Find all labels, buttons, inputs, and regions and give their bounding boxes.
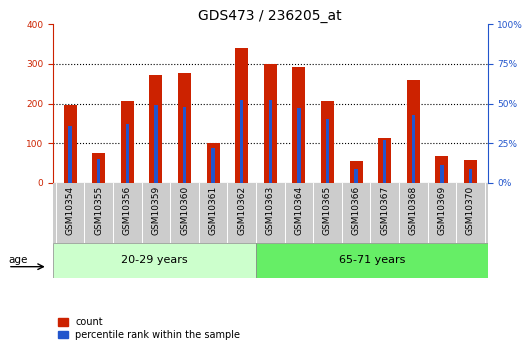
Bar <box>92 153 105 183</box>
Bar <box>355 169 358 183</box>
Text: GSM10369: GSM10369 <box>437 186 446 235</box>
Text: GSM10354: GSM10354 <box>66 186 75 235</box>
Text: GDS473 / 236205_at: GDS473 / 236205_at <box>199 9 342 23</box>
Bar <box>64 106 77 183</box>
Text: GSM10366: GSM10366 <box>351 186 360 235</box>
Text: GSM10367: GSM10367 <box>380 186 389 235</box>
Bar <box>126 124 129 183</box>
Bar <box>440 165 444 183</box>
Bar <box>464 160 477 183</box>
Text: GSM10361: GSM10361 <box>209 186 218 235</box>
Text: 20-29 years: 20-29 years <box>121 256 188 265</box>
Text: GSM10364: GSM10364 <box>294 186 303 235</box>
Bar <box>469 169 472 183</box>
Bar <box>178 72 191 183</box>
Text: GSM10362: GSM10362 <box>237 186 246 235</box>
Bar <box>411 115 415 183</box>
FancyBboxPatch shape <box>53 243 256 278</box>
Bar <box>407 80 420 183</box>
Legend: count, percentile rank within the sample: count, percentile rank within the sample <box>58 317 241 340</box>
Bar <box>211 148 215 183</box>
Text: 65-71 years: 65-71 years <box>339 256 405 265</box>
Bar <box>297 108 301 183</box>
Bar <box>378 138 391 183</box>
Bar <box>383 140 386 183</box>
Bar <box>207 143 219 183</box>
Bar <box>121 101 134 183</box>
Text: GSM10368: GSM10368 <box>409 186 418 235</box>
Bar <box>235 48 248 183</box>
Text: GSM10360: GSM10360 <box>180 186 189 235</box>
Bar <box>436 156 448 183</box>
Text: GSM10355: GSM10355 <box>94 186 103 235</box>
Text: GSM10370: GSM10370 <box>466 186 475 235</box>
Bar <box>350 161 363 183</box>
Bar <box>154 105 157 183</box>
Bar <box>269 100 272 183</box>
Bar <box>293 67 305 183</box>
Bar <box>149 75 162 183</box>
Text: GSM10359: GSM10359 <box>152 186 161 235</box>
Text: GSM10356: GSM10356 <box>123 186 132 235</box>
FancyBboxPatch shape <box>256 243 488 278</box>
Text: GSM10363: GSM10363 <box>266 186 275 235</box>
Bar <box>97 159 101 183</box>
Text: GSM10365: GSM10365 <box>323 186 332 235</box>
Bar <box>240 100 243 183</box>
Bar <box>183 107 186 183</box>
Bar <box>326 119 329 183</box>
Bar <box>264 64 277 183</box>
Bar <box>321 101 334 183</box>
Bar <box>68 126 72 183</box>
Text: age: age <box>8 256 28 265</box>
